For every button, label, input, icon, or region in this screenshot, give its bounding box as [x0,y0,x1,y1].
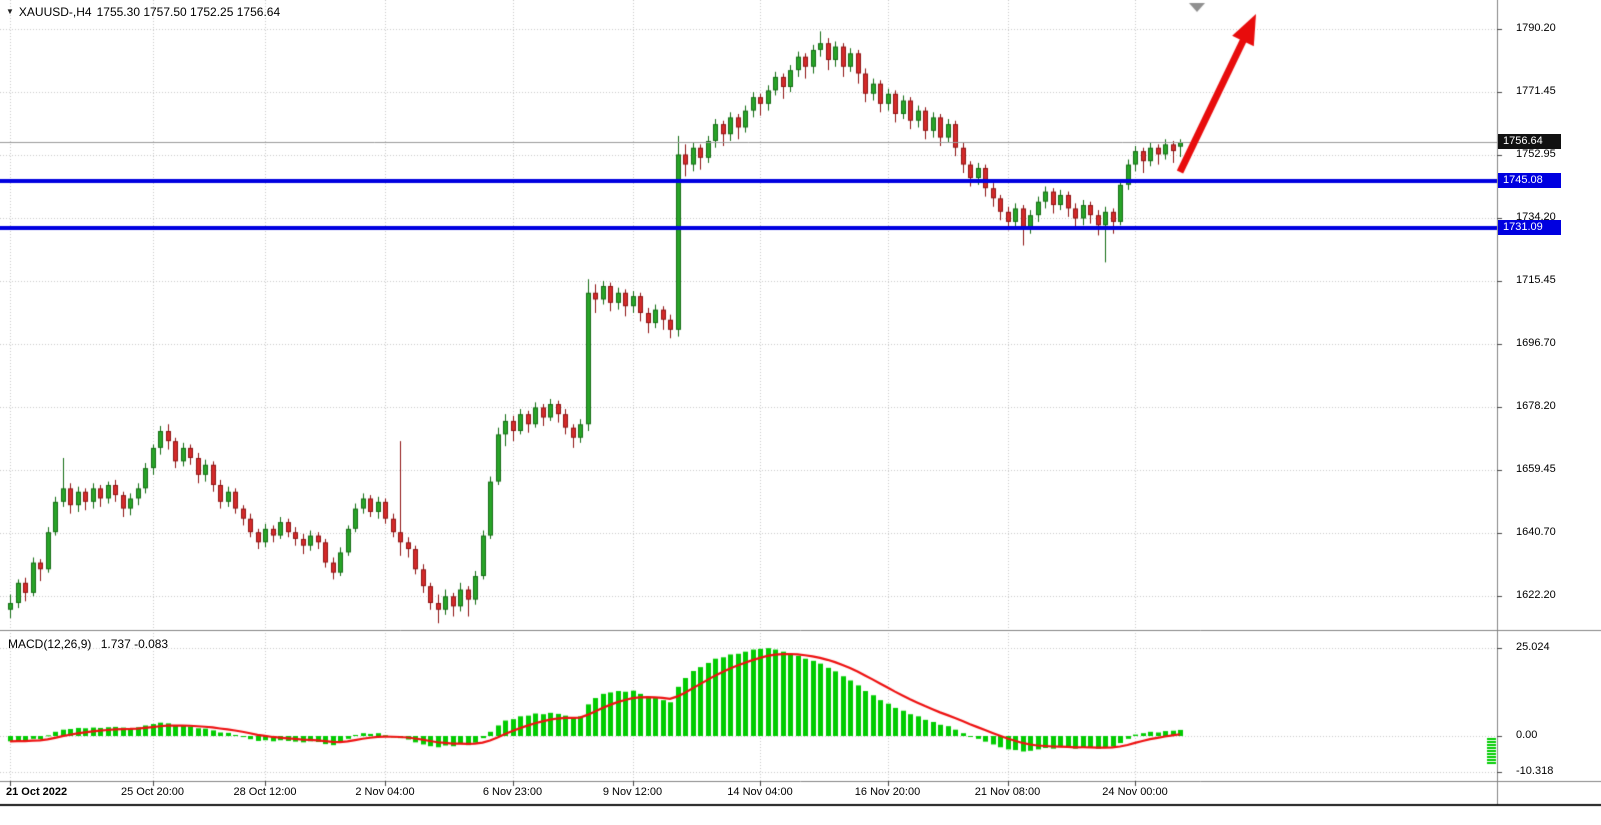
chart-title-symbol: XAUUSD-,H4 [18,5,92,19]
macd-indicator-values: 1.737 -0.083 [100,637,169,651]
chart-title-ohlc: 1755.30 1757.50 1752.25 1756.64 [96,5,281,19]
symbol-dropdown-icon[interactable]: ▼ [6,7,14,16]
macd-indicator-name: MACD(12,26,9) [8,637,92,651]
chart-title: ▼ XAUUSD-,H4 1755.30 1757.50 1752.25 175… [6,5,280,19]
macd-indicator-label: MACD(12,26,9) 1.737 -0.083 [8,637,174,651]
